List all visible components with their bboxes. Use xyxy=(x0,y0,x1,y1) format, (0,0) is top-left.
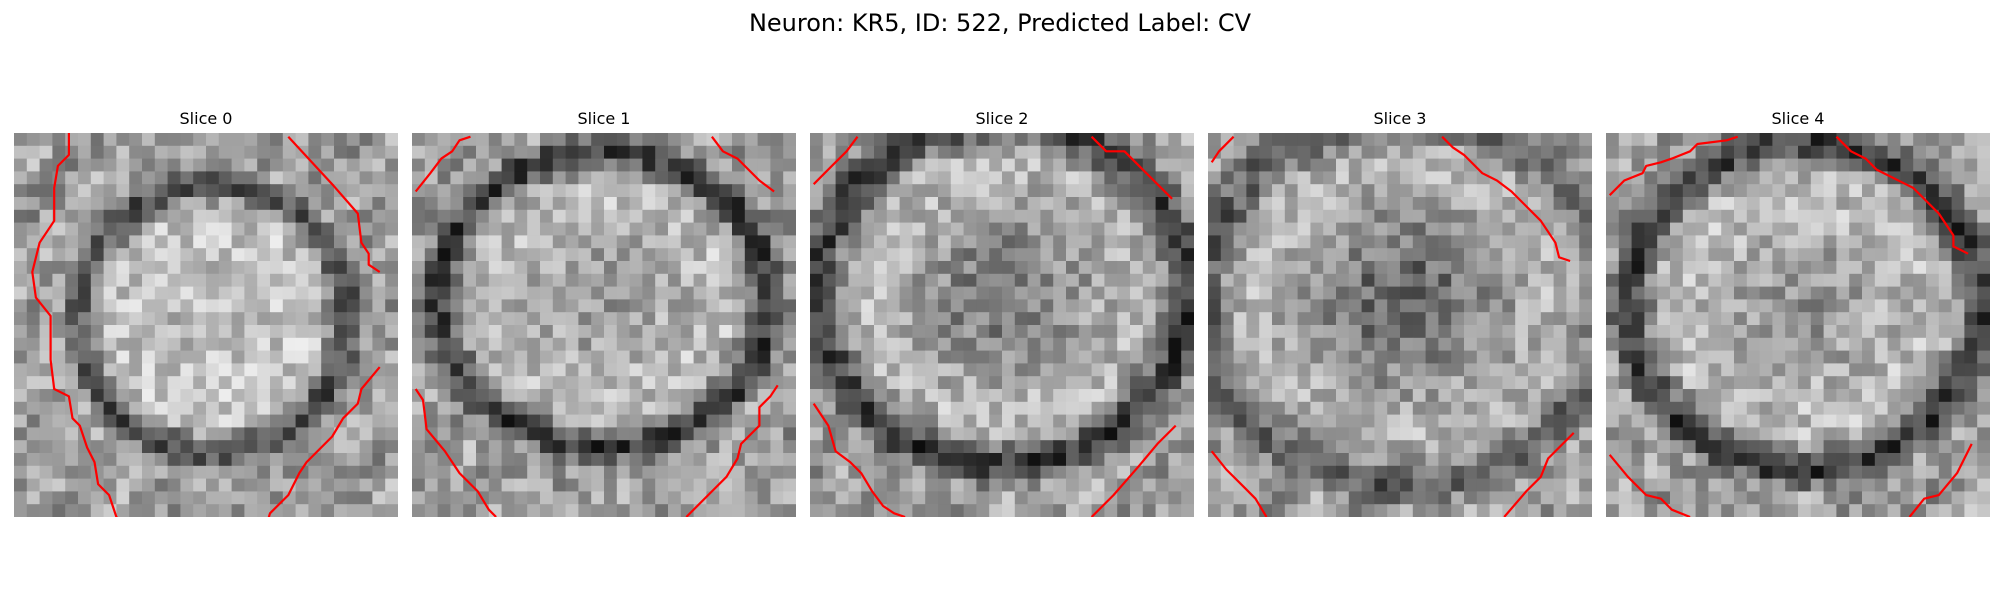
slice-image xyxy=(1606,133,1990,517)
slice-title: Slice 1 xyxy=(577,109,631,128)
slice-panel-2: Slice 2 xyxy=(810,108,1194,517)
slice-image xyxy=(412,133,796,517)
slice-title: Slice 4 xyxy=(1771,109,1825,128)
contour-line xyxy=(1441,135,1571,263)
contour-line xyxy=(812,136,859,185)
contour-line xyxy=(711,136,775,193)
slice-title: Slice 0 xyxy=(179,109,233,128)
contour-line xyxy=(31,133,119,517)
contour-line xyxy=(1210,135,1235,163)
slice-panel-0: Slice 0 xyxy=(14,108,398,517)
slice-title: Slice 2 xyxy=(975,109,1029,128)
pixel-grid xyxy=(1208,133,1592,517)
pixel-grid xyxy=(412,133,796,517)
slice-panel-1: Slice 1 xyxy=(412,108,796,517)
slice-image xyxy=(14,133,398,517)
contour-line xyxy=(1503,432,1575,517)
contour-line xyxy=(685,384,779,517)
contour-line xyxy=(1090,424,1177,517)
pixel-grid xyxy=(1606,133,1990,517)
slice-title: Slice 3 xyxy=(1373,109,1427,128)
contour-line xyxy=(1210,450,1268,517)
contour-line xyxy=(812,402,906,517)
pixel-grid xyxy=(14,133,398,517)
contour-line xyxy=(1608,454,1691,517)
figure-title: Neuron: KR5, ID: 522, Predicted Label: C… xyxy=(748,9,1252,37)
contour-line xyxy=(414,388,497,517)
slice-image xyxy=(810,133,1194,517)
slice-panel-3: Slice 3 xyxy=(1208,108,1592,517)
contour-line xyxy=(267,366,381,517)
pixel-grid xyxy=(810,133,1194,517)
slice-panel-4: Slice 4 xyxy=(1606,108,1990,517)
contour-line xyxy=(414,135,471,193)
contour-line xyxy=(1090,135,1173,200)
contour-line xyxy=(287,135,381,273)
contour-line xyxy=(1608,135,1739,196)
contour-line xyxy=(1835,135,1969,255)
contour-line xyxy=(1908,443,1973,517)
slice-image xyxy=(1208,133,1592,517)
